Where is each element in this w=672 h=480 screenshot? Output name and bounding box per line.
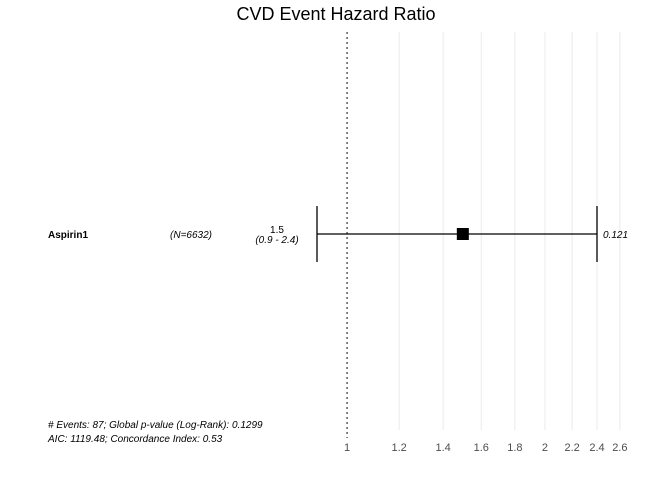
x-tick-label: 2 <box>542 442 548 454</box>
x-tick-label: 1.2 <box>391 442 406 454</box>
row-hr-label: 1.5 <box>270 225 284 236</box>
row-p-value-label: 0.121 <box>603 230 628 241</box>
forest-rows: Aspirin1 (N=6632) 1.5(0.9 - 2.4) 0.121 <box>48 206 628 262</box>
chart-title: CVD Event Hazard Ratio <box>236 4 436 24</box>
x-tick-label: 2.6 <box>612 442 627 454</box>
x-axis-ticks: 1 1.2 1.4 1.6 1.8 2 2.2 2.4 2.6 <box>344 442 627 454</box>
x-tick-label: 1.4 <box>435 442 450 454</box>
row-variable-label: Aspirin1 <box>48 230 88 241</box>
x-tick-label: 1 <box>344 442 350 454</box>
gridlines <box>398 32 621 430</box>
row-n-label: (N=6632) <box>170 230 212 241</box>
hr-point-marker <box>456 228 469 240</box>
row-ci-label: (0.9 - 2.4) <box>255 235 298 246</box>
footer-aic: AIC: 1119.48; Concordance Index: 0.53 <box>48 434 223 445</box>
forest-row: Aspirin1 (N=6632) 1.5(0.9 - 2.4) 0.121 <box>48 206 628 262</box>
x-tick-label: 1.6 <box>474 442 489 454</box>
footer-events: # Events: 87; Global p-value (Log-Rank):… <box>48 420 263 431</box>
x-tick-label: 1.8 <box>507 442 522 454</box>
x-tick-label: 2.4 <box>589 442 604 454</box>
x-tick-label: 2.2 <box>565 442 580 454</box>
